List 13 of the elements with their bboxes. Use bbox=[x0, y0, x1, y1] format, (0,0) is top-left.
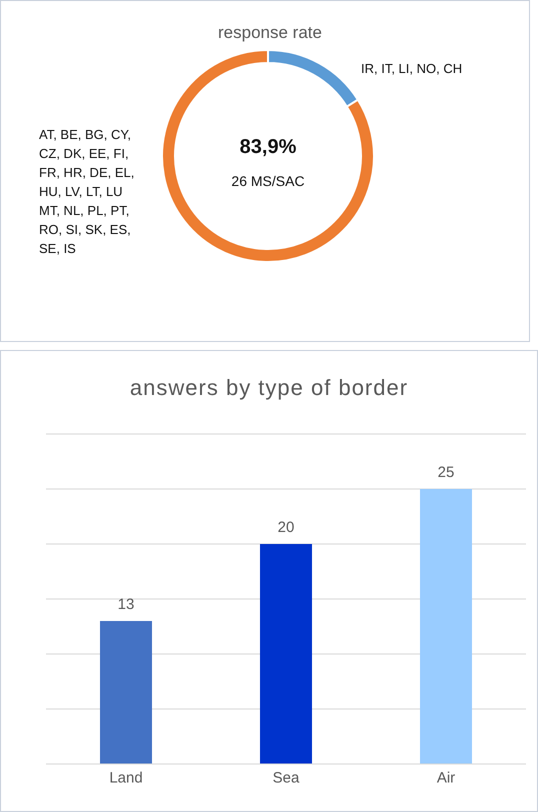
donut-slice bbox=[161, 49, 375, 263]
data-label: 20 bbox=[278, 519, 294, 536]
chart-title: answers by type of border bbox=[128, 375, 410, 401]
chart-title: response rate bbox=[217, 23, 323, 43]
data-label: 25 bbox=[438, 464, 454, 481]
text: 83,9% bbox=[238, 136, 298, 159]
x-tick-label: Air bbox=[436, 770, 456, 787]
slice-label: IR, IT, LI, NO, CH bbox=[361, 60, 464, 78]
slice-label: AT, BE, BG, CY, CZ, DK, EE, FI, FR, HR, DE, EL, HU, LV, LT, LU MT, NL, PL, PT, RO, SI, SK, ES, SE, IS bbox=[39, 126, 136, 258]
x-tick-label: Sea bbox=[272, 770, 300, 787]
text: 26 MS/SAC bbox=[230, 173, 306, 189]
data-label: 13 bbox=[118, 596, 134, 613]
x-tick-label: Land bbox=[109, 770, 143, 787]
